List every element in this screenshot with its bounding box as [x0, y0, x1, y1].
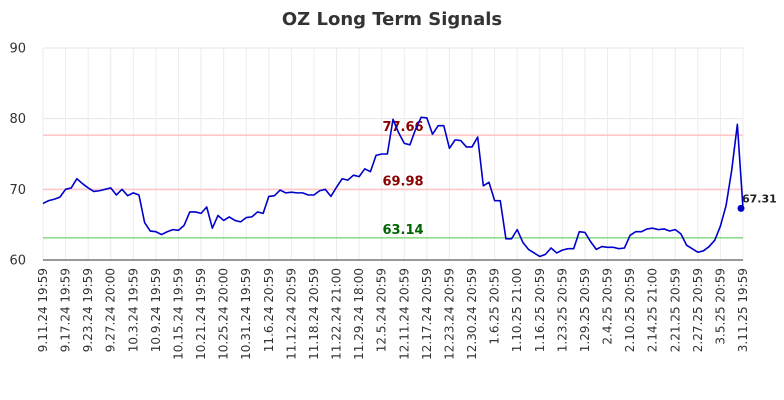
x-tick-label: 12.11.24 20:59 — [397, 268, 411, 360]
x-tick-label: 2.4.25 20:59 — [601, 268, 615, 345]
x-tick-label: 11.18.24 20:59 — [307, 268, 321, 360]
x-tick-label: 10.15.24 19:59 — [171, 268, 185, 360]
x-tick-label: 1.23.25 20:59 — [555, 268, 569, 352]
y-tick-label: 90 — [9, 42, 26, 57]
x-tick-label: 12.30.24 20:59 — [465, 268, 479, 360]
reference-line-label: 77.66 — [382, 120, 423, 135]
x-tick-label: 11.22.24 21:00 — [330, 268, 344, 360]
x-tick-label: 1.16.25 20:59 — [533, 268, 547, 352]
x-tick-label: 2.21.25 20:59 — [668, 268, 682, 352]
y-tick-labels: 60 70 80 90 — [9, 42, 26, 269]
grid — [42, 47, 744, 261]
reference-line-label: 69.98 — [382, 174, 423, 189]
x-tick-label: 12.23.24 20:59 — [442, 268, 456, 360]
y-tick-label: 80 — [9, 112, 26, 127]
x-tick-label: 11.29.24 18:00 — [352, 268, 366, 360]
x-tick-label: 3.5.25 20:59 — [713, 268, 727, 345]
x-tick-label: 1.10.25 21:00 — [510, 268, 524, 352]
chart-title: OZ Long Term Signals — [282, 9, 502, 30]
x-tick-label: 9.17.24 19:59 — [59, 268, 73, 352]
last-point-marker — [737, 204, 745, 212]
x-tick-label: 10.25.24 20:00 — [217, 268, 231, 360]
x-tick-labels: 9.11.24 19:59 9.17.24 19:59 9.23.24 19:59 9… — [36, 268, 750, 360]
reference-line-label: 63.14 — [382, 223, 423, 238]
x-tick-label: 10.21.24 19:59 — [194, 268, 208, 360]
x-tick-label: 2.14.25 21:00 — [646, 268, 660, 352]
y-tick-label: 70 — [9, 183, 26, 198]
series-line — [42, 116, 744, 258]
x-tick-label: 3.11.25 19:59 — [736, 268, 750, 352]
x-tick-label: 1.6.25 20:59 — [488, 268, 502, 345]
x-tick-label: 9.11.24 19:59 — [36, 268, 50, 352]
x-tick-label: 2.10.25 20:59 — [623, 268, 637, 352]
x-tick-label: 1.29.25 20:59 — [578, 268, 592, 352]
reference-lines: 77.66 69.98 63.14 — [43, 120, 743, 239]
x-tick-label: 9.23.24 19:59 — [81, 268, 95, 352]
last-value-label: 67.31 — [742, 192, 777, 205]
x-tick-label: 10.3.24 19:59 — [126, 268, 140, 352]
x-tick-label: 11.6.24 20:59 — [262, 268, 276, 352]
x-tick-label: 12.17.24 20:59 — [420, 268, 434, 360]
x-tick-label: 12.5.24 20:59 — [375, 268, 389, 352]
x-tick-label: 10.31.24 19:59 — [239, 268, 253, 360]
x-tick-label: 2.27.25 20:59 — [691, 268, 705, 352]
series-group: 67.31 — [42, 116, 777, 258]
x-tick-label: 10.9.24 19:59 — [149, 268, 163, 352]
y-tick-label: 60 — [9, 254, 26, 269]
x-tick-label: 9.27.24 20:00 — [104, 268, 118, 352]
x-tick-label: 11.12.24 20:59 — [284, 268, 298, 360]
